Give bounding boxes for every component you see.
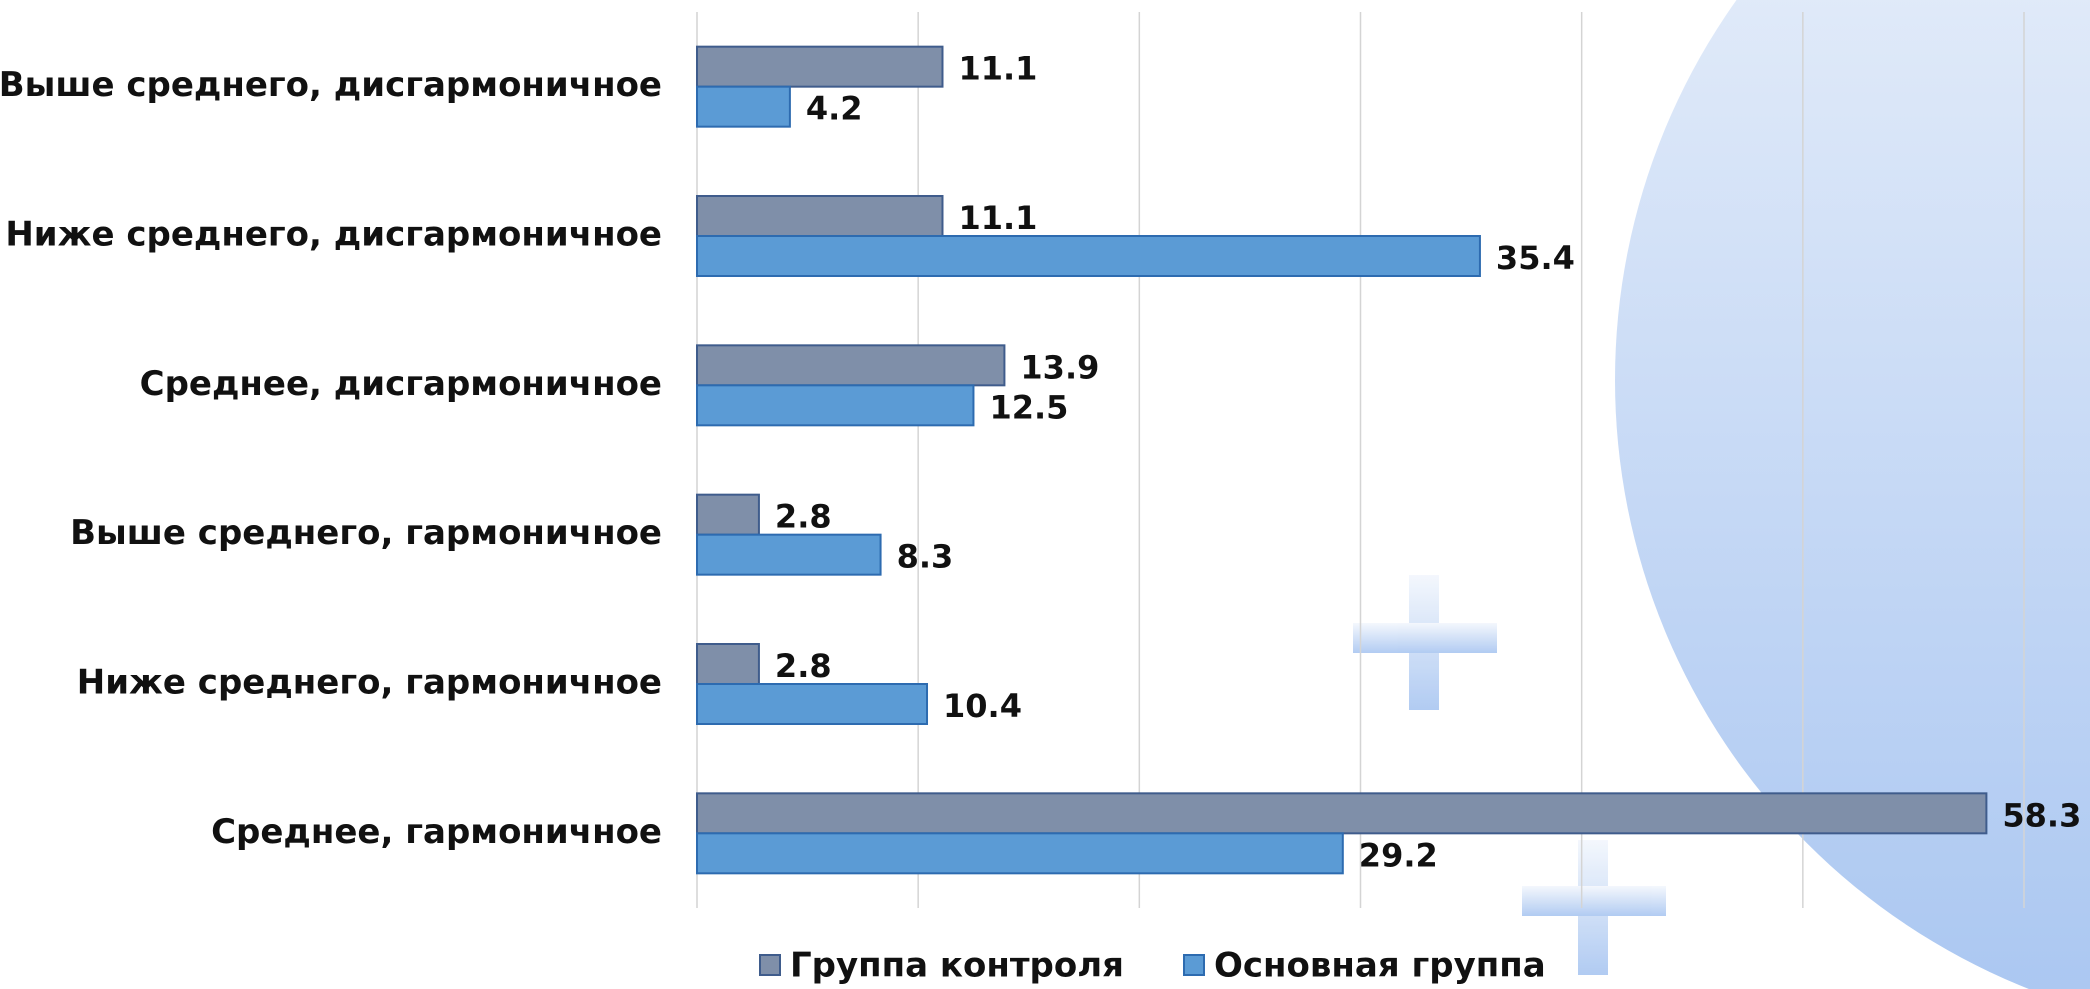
data-label: 2.8 <box>775 647 832 685</box>
bar <box>696 643 760 685</box>
data-label: 58.3 <box>2002 796 2081 834</box>
bar <box>696 533 882 576</box>
category-label: Ниже среднего, дисгармоничное <box>5 215 662 255</box>
bar <box>696 683 929 725</box>
bar <box>696 832 1344 875</box>
legend-label: Основная группа <box>1214 946 1546 986</box>
data-label: 35.4 <box>1496 239 1575 277</box>
category-label: Среднее, дисгармоничное <box>140 364 662 404</box>
bar <box>696 235 1481 277</box>
data-label: 10.4 <box>943 687 1022 725</box>
data-label: 8.3 <box>897 538 954 576</box>
category-label: Ниже среднего, гармоничное <box>77 663 662 703</box>
bar <box>696 195 944 237</box>
data-label: 4.2 <box>806 90 863 128</box>
bar <box>696 384 975 427</box>
legend-swatch <box>759 954 781 976</box>
legend-label: Группа контроля <box>790 946 1124 986</box>
legend-swatch <box>1183 954 1205 976</box>
data-label: 29.2 <box>1359 836 1438 874</box>
bar <box>696 45 944 88</box>
bar <box>696 85 791 128</box>
data-label: 13.9 <box>1020 348 1099 386</box>
background-circle <box>1615 0 2090 989</box>
category-label: Выше среднего, дисгармоничное <box>0 65 662 105</box>
bar <box>696 493 760 536</box>
category-label: Выше среднего, гармоничное <box>70 513 662 553</box>
plus-decoration <box>1353 575 1666 975</box>
category-label: Среднее, гармоничное <box>211 812 662 852</box>
data-label: 2.8 <box>775 498 832 536</box>
data-label: 11.1 <box>958 199 1037 237</box>
data-label: 12.5 <box>989 388 1068 426</box>
bar <box>696 344 1006 387</box>
data-label: 11.1 <box>958 50 1037 88</box>
bar <box>696 792 1988 835</box>
